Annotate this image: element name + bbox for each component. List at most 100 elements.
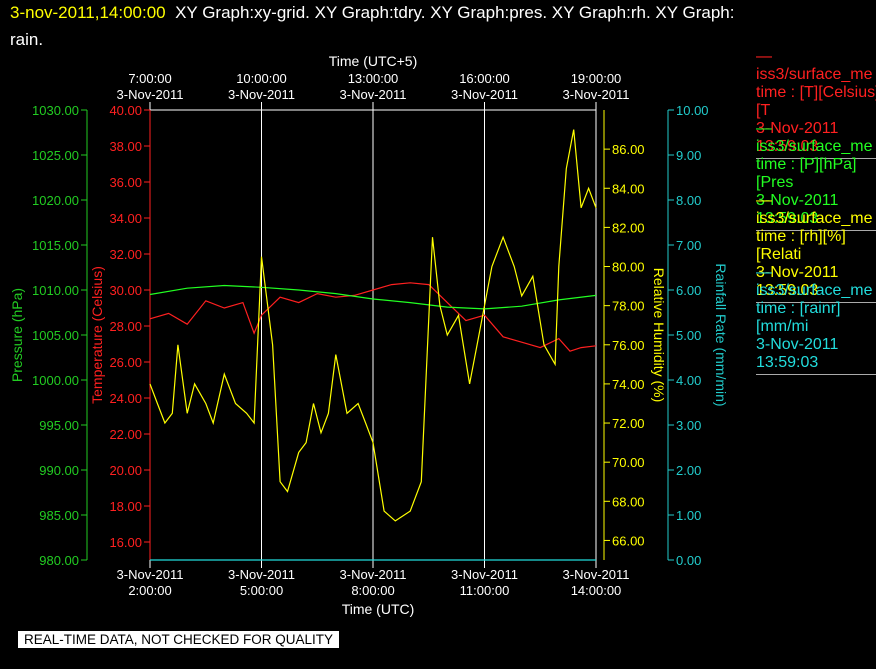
temperature-tick-label: 34.00: [109, 211, 142, 226]
legend-date: 3-Nov-2011: [756, 120, 839, 137]
legend-time: 13:59:03: [756, 354, 819, 371]
rain-tick-label: 7.00: [676, 238, 701, 253]
humidity-tick-label: 86.00: [612, 142, 645, 157]
legend-line2: time : [rainr][mm/mi: [756, 300, 841, 335]
graph-title-line-2: rain.: [10, 30, 44, 49]
rain-tick-label: 2.00: [676, 463, 701, 478]
x-bottom-tick-date: 3-Nov-2011: [340, 567, 407, 582]
humidity-tick-label: 66.00: [612, 533, 645, 548]
pressure-tick-label: 1010.00: [32, 283, 79, 298]
humidity-tick-label: 80.00: [612, 260, 645, 275]
x-top-tick-date: 3-Nov-2011: [563, 87, 630, 102]
x-bottom-tick-time: 5:00:00: [240, 583, 283, 598]
humidity-tick-label: 74.00: [612, 377, 645, 392]
x-top-tick-date: 3-Nov-2011: [451, 87, 518, 102]
rain-tick-label: 5.00: [676, 328, 701, 343]
humidity-tick-label: 84.00: [612, 181, 645, 196]
axes-group: 980.00 985.00 990.00 995.00 1000.00 1005.00 10…: [9, 103, 729, 568]
humidity-axis-label: Relative Humidity (%): [651, 268, 667, 403]
rain-tick-label: 9.00: [676, 148, 701, 163]
legend-time: 13:59:03: [756, 138, 819, 155]
humidity-tick-label: 76.00: [612, 338, 645, 353]
x-top-tick-time: 10:00:00: [236, 71, 287, 86]
legend-line2: time : [T][Celsius][T: [756, 84, 876, 119]
graph-title-line-1: 3-nov-2011,14:00:00 XY Graph:xy-grid. XY…: [10, 3, 734, 23]
temperature-tick-label: 16.00: [109, 535, 142, 550]
temperature-tick-label: 32.00: [109, 247, 142, 262]
legend-line2: time : [P][hPa][Pres: [756, 156, 857, 191]
humidity-tick-label: 72.00: [612, 416, 645, 431]
temperature-tick-label: 38.00: [109, 139, 142, 154]
legend-entry: —iss3/surface_me time : [P][hPa][Pres 3-No…: [756, 120, 876, 231]
x-bottom-tick-time: 11:00:00: [460, 583, 510, 598]
title-timestamp: 3-nov-2011,14:00:00: [10, 3, 166, 22]
title-graph-list: XY Graph:xy-grid. XY Graph:tdry. XY Grap…: [175, 3, 735, 22]
x-bottom-tick-time: 14:00:00: [571, 583, 622, 598]
temperature-tick-label: 24.00: [109, 391, 142, 406]
legend-line1: —iss3/surface_me: [756, 48, 873, 83]
temperature-tick-label: 18.00: [109, 499, 142, 514]
temperature-tick-label: 22.00: [109, 427, 142, 442]
x-top-tick-date: 3-Nov-2011: [340, 87, 407, 102]
pressure-tick-label: 985.00: [39, 508, 79, 523]
humidity-tick-label: 70.00: [612, 455, 645, 470]
x-bottom-tick-date: 3-Nov-2011: [451, 567, 518, 582]
rain-tick-label: 4.00: [676, 373, 701, 388]
temperature-series-line: [149, 282, 597, 352]
rain-tick-label: 3.00: [676, 418, 701, 433]
x-bottom-axis-label: Time (UTC): [342, 601, 415, 617]
legend-line1: —iss3/surface_me: [756, 120, 873, 155]
legend-line1: —iss3/surface_me: [756, 264, 873, 299]
x-bottom-tick-date: 3-Nov-2011: [228, 567, 295, 582]
pressure-tick-label: 995.00: [39, 418, 79, 433]
quality-warning: REAL-TIME DATA, NOT CHECKED FOR QUALITY: [18, 631, 340, 648]
rain-tick-label: 1.00: [676, 508, 701, 523]
pressure-tick-label: 1020.00: [32, 193, 79, 208]
temperature-tick-label: 36.00: [109, 175, 142, 190]
rain-tick-label: 0.00: [676, 553, 701, 568]
x-top-tick-time: 7:00:00: [128, 71, 171, 86]
legend-date: 3-Nov-2011: [756, 192, 839, 209]
legend-date: 3-Nov-2011: [756, 336, 839, 353]
legend-entry: —iss3/surface_me time : [rainr][mm/mi 3-No…: [756, 264, 876, 375]
series-group: [149, 129, 597, 561]
pressure-tick-label: 1025.00: [32, 148, 79, 163]
pressure-tick-label: 980.00: [39, 553, 79, 568]
legend-date: 3-Nov-2011: [756, 264, 839, 281]
legend-time: 13:59:03: [756, 210, 819, 227]
legend-time: 13:59:03: [756, 282, 819, 299]
pressure-tick-label: 1015.00: [32, 238, 79, 253]
rain-tick-label: 6.00: [676, 283, 701, 298]
temperature-tick-label: 30.00: [109, 283, 142, 298]
temperature-tick-label: 26.00: [109, 355, 142, 370]
rain-axis-label: Rainfall Rate (mm/min): [713, 263, 729, 406]
x-top-tick-time: 19:00:00: [571, 71, 622, 86]
x-top-tick-time: 13:00:00: [348, 71, 399, 86]
rain-tick-label: 8.00: [676, 193, 701, 208]
legend-line2: time : [rh][%][Relati: [756, 228, 846, 263]
legend-line1: —iss3/surface_me: [756, 192, 873, 227]
x-top-tick-date: 3-Nov-2011: [228, 87, 295, 102]
x-top-tick-time: 16:00:00: [459, 71, 510, 86]
pressure-series-line: [149, 284, 597, 310]
pressure-tick-label: 990.00: [39, 463, 79, 478]
legend-entry: —iss3/surface_me time : [rh][%][Relati 3-N…: [756, 192, 876, 303]
temperature-axis-label: Temperature (Celsius): [89, 266, 105, 404]
temperature-tick-label: 28.00: [109, 319, 142, 334]
pressure-tick-label: 1000.00: [32, 373, 79, 388]
humidity-series-line: [149, 129, 597, 522]
pressure-tick-label: 1030.00: [32, 103, 79, 118]
grid-lines: [149, 102, 597, 568]
rain-tick-label: 10.00: [676, 103, 709, 118]
pressure-axis-label: Pressure (hPa): [9, 288, 25, 382]
humidity-tick-label: 68.00: [612, 494, 645, 509]
legend-entry: —iss3/surface_me time : [T][Celsius][T 3-N…: [756, 48, 876, 159]
temperature-tick-label: 40.00: [109, 103, 142, 118]
x-bottom-tick-time: 2:00:00: [128, 583, 171, 598]
x-bottom-tick-date: 3-Nov-2011: [563, 567, 630, 582]
x-top-tick-date: 3-Nov-2011: [117, 87, 184, 102]
humidity-tick-label: 82.00: [612, 220, 645, 235]
x-bottom-tick-time: 8:00:00: [351, 583, 394, 598]
x-bottom-tick-date: 3-Nov-2011: [117, 567, 184, 582]
